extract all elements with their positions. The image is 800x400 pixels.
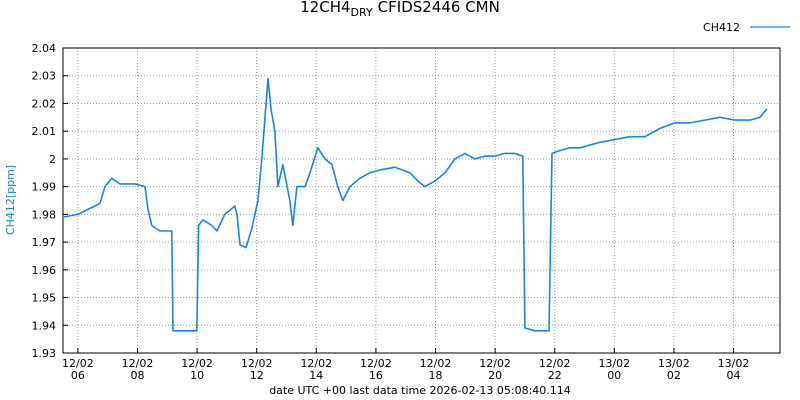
y-tick-label: 1.99 bbox=[32, 181, 57, 194]
x-tick-label: 12/02 18 bbox=[419, 357, 452, 382]
x-axis-label: date UTC +00 last data time 2026-02-13 0… bbox=[269, 384, 571, 397]
data-line bbox=[62, 77, 768, 332]
y-tick-label: 2.01 bbox=[32, 125, 57, 138]
title-suffix: CFIDS2446 CMN bbox=[378, 0, 500, 16]
x-tick-label: 12/02 10 bbox=[181, 357, 213, 382]
plot-frame bbox=[62, 47, 781, 354]
x-tick-label: 13/02 04 bbox=[717, 357, 750, 382]
x-tick-label: 12/02 06 bbox=[62, 357, 94, 382]
y-tick-label: 1.96 bbox=[32, 264, 57, 277]
y-tick-label: 2 bbox=[49, 153, 56, 166]
y-axis-label: CH412[ppm] bbox=[4, 165, 17, 235]
x-tick-label: 13/02 00 bbox=[598, 357, 631, 382]
x-tick-label: 12/02 16 bbox=[360, 357, 392, 382]
y-tick-label: 2.03 bbox=[32, 70, 57, 83]
legend-label: CH412 bbox=[703, 21, 740, 34]
y-tick-label: 1.93 bbox=[32, 347, 57, 360]
y-tick-label: 1.95 bbox=[32, 292, 57, 305]
x-tick-label: 12/02 14 bbox=[300, 357, 333, 382]
chart-title: 12CH4DRY CFIDS2446 CMN bbox=[300, 0, 500, 19]
x-tick-label: 12/02 22 bbox=[538, 357, 571, 382]
y-tick-label: 1.98 bbox=[32, 208, 57, 221]
y-tick-label: 2.02 bbox=[32, 97, 57, 110]
title-subscript: DRY bbox=[351, 6, 373, 19]
x-tick-label: 12/02 08 bbox=[121, 357, 154, 382]
title-main: 12CH4 bbox=[300, 0, 350, 16]
x-tick-label: 12/02 20 bbox=[479, 357, 511, 382]
y-tick-label: 2.04 bbox=[32, 42, 57, 55]
y-tick-label: 1.97 bbox=[32, 236, 57, 249]
y-tick-label: 1.94 bbox=[32, 319, 57, 332]
x-tick-label: 12/02 12 bbox=[240, 357, 273, 382]
x-tick-label: 13/02 02 bbox=[658, 357, 690, 382]
